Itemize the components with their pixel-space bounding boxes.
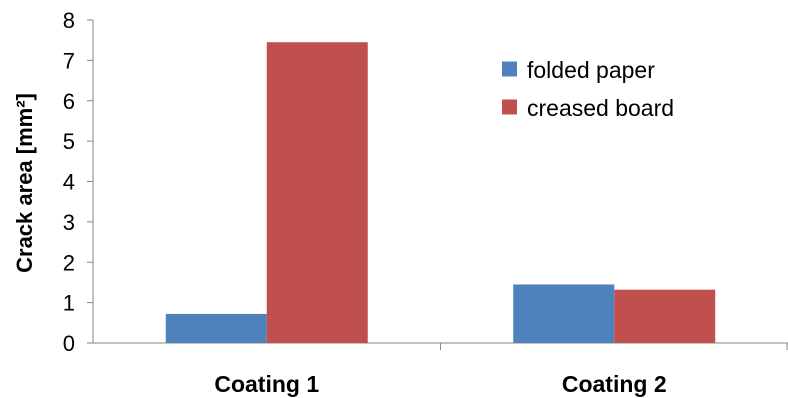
y-axis-title: Crack area [mm²]	[12, 93, 37, 273]
plot-area: 0 1 2 3 4 5 6 7 8 Coating 1 Coating 2	[63, 8, 788, 397]
bar-folded-paper-coating-2	[513, 284, 615, 343]
y-tick-label: 5	[63, 129, 75, 154]
y-tick-label: 6	[63, 89, 75, 114]
y-tick-label: 0	[63, 331, 75, 356]
x-category-label: Coating 2	[562, 371, 667, 397]
y-tick-label: 3	[63, 210, 75, 235]
legend: folded paper creased board	[502, 57, 674, 121]
y-tick-label: 2	[63, 250, 75, 275]
y-tick-label: 1	[63, 291, 75, 316]
bar-creased-board-coating-1	[266, 42, 368, 344]
legend-swatch	[502, 99, 517, 115]
legend-label: folded paper	[527, 57, 655, 83]
y-tick-label: 4	[63, 170, 75, 195]
legend-swatch	[502, 61, 517, 77]
y-tick-label: 7	[63, 48, 75, 73]
bar-creased-board-coating-2	[614, 289, 716, 343]
y-tick-label: 8	[63, 8, 75, 33]
legend-label: creased board	[527, 95, 674, 121]
bar-folded-paper-coating-1	[165, 313, 267, 343]
x-category-label: Coating 1	[214, 371, 319, 397]
